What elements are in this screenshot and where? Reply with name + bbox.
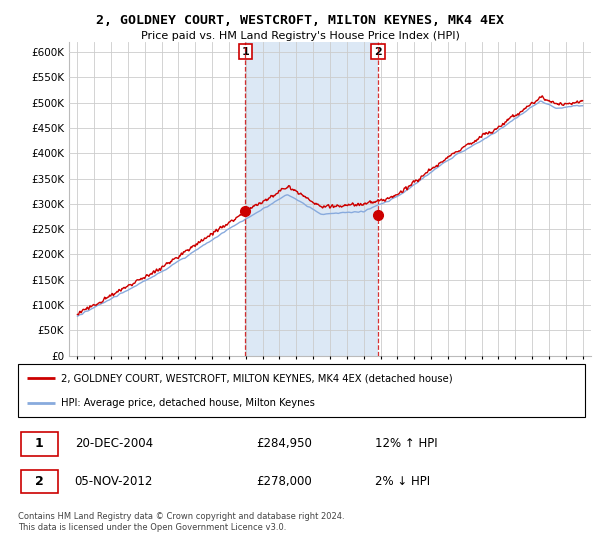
Text: £278,000: £278,000	[256, 475, 312, 488]
Text: £284,950: £284,950	[256, 437, 312, 450]
FancyBboxPatch shape	[21, 470, 58, 493]
Text: 2, GOLDNEY COURT, WESTCROFT, MILTON KEYNES, MK4 4EX (detached house): 2, GOLDNEY COURT, WESTCROFT, MILTON KEYN…	[61, 374, 452, 384]
Text: HPI: Average price, detached house, Milton Keynes: HPI: Average price, detached house, Milt…	[61, 398, 314, 408]
Text: 2, GOLDNEY COURT, WESTCROFT, MILTON KEYNES, MK4 4EX: 2, GOLDNEY COURT, WESTCROFT, MILTON KEYN…	[96, 14, 504, 27]
Text: Price paid vs. HM Land Registry's House Price Index (HPI): Price paid vs. HM Land Registry's House …	[140, 31, 460, 41]
FancyBboxPatch shape	[21, 432, 58, 456]
Text: Contains HM Land Registry data © Crown copyright and database right 2024.
This d: Contains HM Land Registry data © Crown c…	[18, 512, 344, 532]
Bar	[245, 42, 378, 356]
Text: 1: 1	[35, 437, 43, 450]
Text: 20-DEC-2004: 20-DEC-2004	[75, 437, 153, 450]
Text: 2: 2	[374, 46, 382, 57]
Text: 2% ↓ HPI: 2% ↓ HPI	[375, 475, 430, 488]
FancyBboxPatch shape	[18, 364, 585, 417]
Text: 1: 1	[241, 46, 249, 57]
Text: 12% ↑ HPI: 12% ↑ HPI	[375, 437, 438, 450]
Text: 2: 2	[35, 475, 43, 488]
Text: 05-NOV-2012: 05-NOV-2012	[75, 475, 153, 488]
